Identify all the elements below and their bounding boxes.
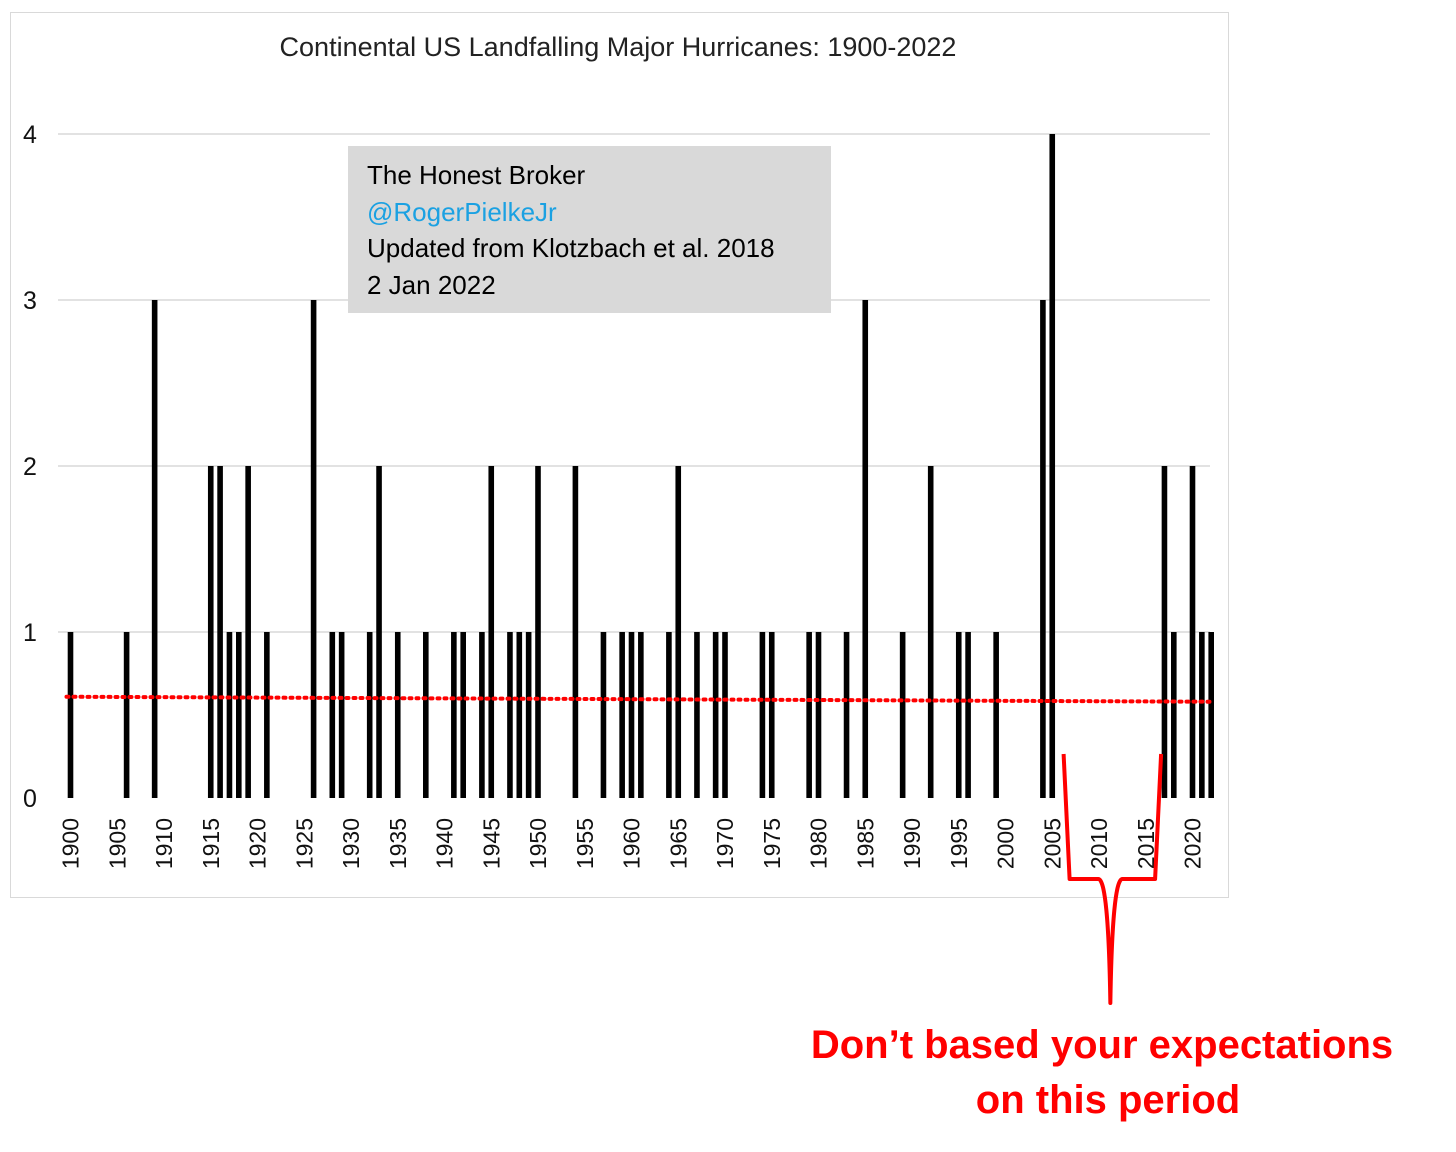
bar-2022	[1208, 632, 1214, 798]
y-tick-3: 3	[23, 287, 37, 315]
bar-1932	[366, 632, 373, 798]
x-tick-1905: 1905	[104, 818, 130, 869]
bar-1941	[451, 632, 457, 798]
bar-1945	[488, 466, 495, 798]
source-note-line-2[interactable]: @RogerPielkeJr	[367, 197, 557, 227]
bar-1948	[516, 632, 523, 798]
x-tick-1980: 1980	[806, 818, 832, 869]
bar-1979	[806, 632, 812, 798]
x-tick-1900: 1900	[58, 818, 84, 869]
bar-1906	[123, 632, 130, 798]
x-tick-1910: 1910	[151, 818, 177, 869]
callout-bracket	[1061, 753, 1164, 1005]
bar-2004	[1040, 300, 1046, 798]
bar-1900	[67, 632, 74, 798]
bar-1983	[843, 632, 850, 798]
bar-1964	[666, 632, 672, 798]
bar-1921	[264, 632, 270, 798]
bar-1944	[479, 632, 485, 798]
x-tick-1935: 1935	[385, 818, 411, 869]
bar-1975	[768, 632, 775, 798]
bar-1969	[712, 632, 719, 798]
source-note-box: The Honest Broker @RogerPielkeJr Updated…	[348, 146, 831, 313]
bar-1918	[236, 632, 242, 798]
x-tick-1985: 1985	[852, 818, 878, 869]
bar-1959	[619, 632, 625, 798]
source-note-line-3: Updated from Klotzbach et al. 2018	[367, 233, 775, 263]
bar-2005	[1049, 134, 1056, 798]
x-tick-1975: 1975	[759, 818, 785, 869]
bar-1954	[572, 466, 579, 798]
bar-1949	[525, 632, 532, 798]
bar-1929	[338, 632, 345, 798]
bar-1942	[460, 632, 466, 798]
bar-1985	[862, 300, 869, 798]
bar-1938	[423, 632, 429, 798]
trend-line	[64, 694, 1216, 704]
callout-line-2: on this period	[976, 1078, 1240, 1122]
bar-1999	[993, 632, 999, 798]
bar-1919	[245, 466, 251, 798]
bar-1970	[722, 632, 728, 798]
source-note-background	[348, 146, 831, 313]
x-tick-1945: 1945	[478, 818, 504, 869]
x-tick-1930: 1930	[338, 818, 364, 869]
x-tick-1960: 1960	[619, 818, 645, 869]
bar-1950	[535, 466, 541, 798]
trend-line-path	[64, 694, 1216, 704]
bar-1980	[815, 632, 822, 798]
bar-1957	[600, 632, 607, 798]
y-tick-1: 1	[23, 619, 37, 647]
bar-1916	[217, 466, 223, 798]
chart-title: Continental US Landfalling Major Hurrica…	[280, 32, 957, 62]
bar-1915	[207, 466, 214, 798]
y-axis-ticks: 0 1 2 3 4	[23, 121, 37, 813]
bar-1909	[151, 300, 158, 798]
bar-1947	[507, 632, 513, 798]
bar-1960	[628, 632, 635, 798]
source-note-line-4: 2 Jan 2022	[367, 270, 496, 300]
x-tick-1925: 1925	[291, 818, 317, 869]
x-tick-2005: 2005	[1039, 818, 1065, 869]
x-tick-1990: 1990	[899, 818, 925, 869]
bar-1974	[759, 632, 766, 798]
bar-2021	[1199, 632, 1205, 798]
x-tick-1965: 1965	[665, 818, 691, 869]
x-tick-1995: 1995	[946, 818, 972, 869]
bar-1935	[394, 632, 401, 798]
bar-2018	[1171, 632, 1177, 798]
x-tick-1940: 1940	[432, 818, 458, 869]
x-tick-2020: 2020	[1180, 818, 1206, 869]
x-tick-1955: 1955	[572, 818, 598, 869]
bar-1917	[226, 632, 233, 798]
bar-1965	[675, 466, 682, 798]
x-axis-ticks: 1900 1905 1910 1915 1920 1925 1930 1935 1940 1945…	[58, 818, 1206, 869]
bar-1967	[694, 632, 700, 798]
source-note-line-1: The Honest Broker	[367, 160, 586, 190]
x-tick-1970: 1970	[712, 818, 738, 869]
bar-1992	[927, 466, 934, 798]
x-tick-2000: 2000	[993, 818, 1019, 869]
bar-1933	[376, 466, 382, 798]
bar-1961	[638, 632, 644, 798]
bar-2017	[1161, 466, 1168, 798]
x-tick-1950: 1950	[525, 818, 551, 869]
bar-1996	[965, 632, 971, 798]
y-tick-0: 0	[23, 785, 37, 813]
bar-1995	[955, 632, 962, 798]
y-tick-4: 4	[23, 121, 37, 149]
bars	[67, 134, 1214, 798]
bar-1989	[899, 632, 906, 798]
bar-1928	[329, 632, 336, 798]
x-tick-1920: 1920	[245, 818, 271, 869]
x-tick-2010: 2010	[1086, 818, 1112, 869]
callout-line-1: Don’t based your expectations	[811, 1023, 1393, 1067]
bar-1926	[310, 300, 317, 798]
x-tick-1915: 1915	[198, 818, 224, 869]
y-tick-2: 2	[23, 453, 37, 481]
bar-2020	[1189, 466, 1196, 798]
